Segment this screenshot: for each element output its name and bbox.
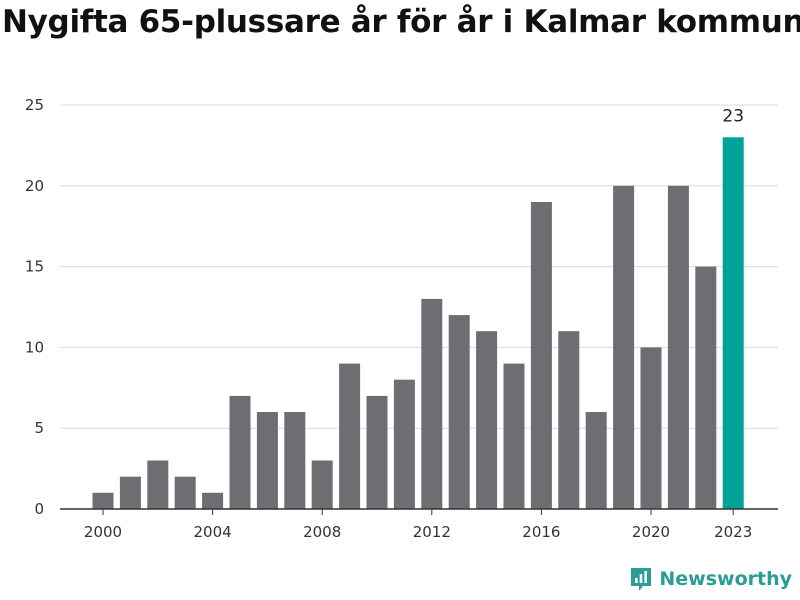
bar-2018 [585,412,607,509]
x-tick-label: 2020 [632,523,670,541]
bar-2012 [421,298,443,509]
bar-2020 [640,347,662,509]
newsworthy-brand: Newsworthy [629,566,792,592]
bar-2005 [229,395,251,509]
bar-2021 [667,185,689,510]
x-tick-label: 2016 [522,523,560,541]
bar-2023 [722,137,744,510]
newsworthy-logo-icon [631,568,652,591]
data-labels: 23 [722,106,744,126]
bar-2017 [558,331,580,509]
x-tick-label: 2004 [194,523,232,541]
y-tick-label: 15 [25,258,44,276]
bar-2004 [202,492,224,509]
bar-2016 [530,202,552,509]
y-tick-label: 25 [25,96,44,114]
y-tick-label: 10 [25,338,44,356]
bar-2010 [366,395,388,509]
y-tick-label: 20 [25,177,44,195]
bar-2007 [284,412,306,509]
bar-2006 [256,412,278,509]
x-tick-label: 2000 [84,523,122,541]
bar-2014 [476,331,498,509]
x-tick-label: 2008 [303,523,341,541]
bar-2002 [147,460,169,509]
bar-2000 [92,492,114,509]
bar-2022 [695,266,717,509]
x-axis [60,508,778,515]
bar-2008 [311,460,333,509]
bar-2001 [119,476,141,509]
chart-title: Nygifta 65-plussare år för år i Kalmar k… [2,4,800,40]
bars [92,137,744,510]
bar-2019 [613,185,635,510]
y-tick-labels: 0 5 10 15 20 25 [25,96,44,518]
x-tick-labels: 2000 2004 2008 2012 2016 2020 2023 [84,523,752,541]
bar-2013 [448,315,470,509]
x-tick-label: 2012 [413,523,451,541]
y-tick-label: 0 [34,500,44,518]
bar-2015 [503,363,525,509]
x-tick-label: 2023 [714,523,752,541]
bar-2011 [393,379,415,509]
brand-name: Newsworthy [659,568,792,590]
y-tick-label: 5 [34,419,44,437]
data-label-2023: 23 [722,106,744,126]
bar-2003 [174,476,196,509]
bar-2009 [339,363,361,509]
